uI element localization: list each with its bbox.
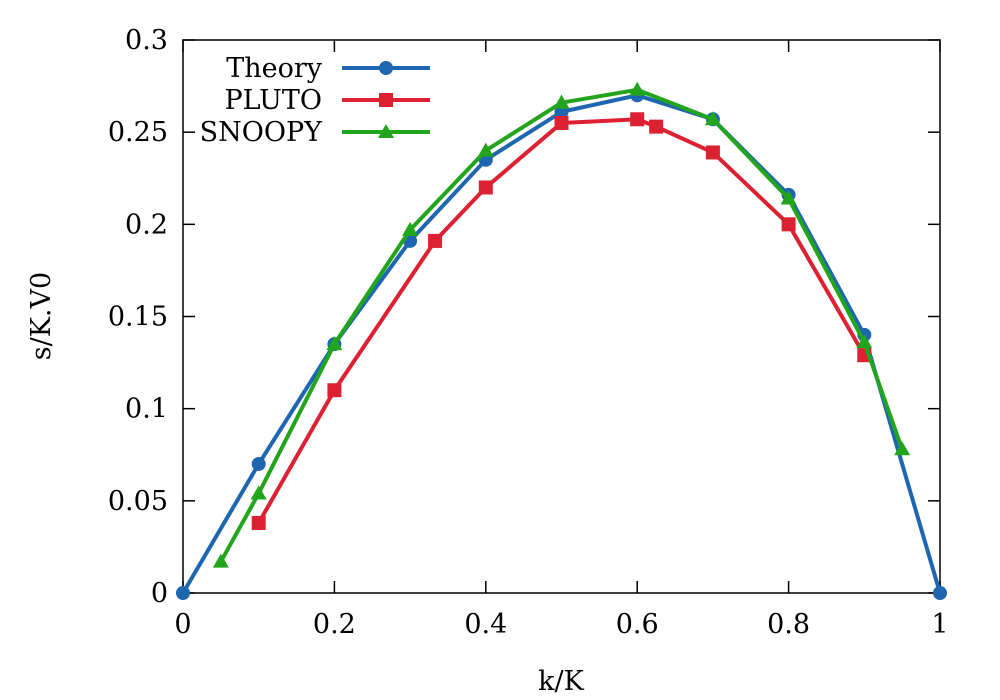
data-point-pluto: [649, 119, 664, 134]
data-point-snoopy: [402, 221, 419, 236]
data-point-pluto: [630, 112, 645, 127]
series-line-snoopy: [219, 87, 905, 563]
legend-label-theory: Theory: [226, 53, 323, 84]
data-point-snoopy: [894, 441, 911, 456]
x-tick-label: 0.4: [464, 609, 507, 640]
series-line-pluto: [256, 117, 867, 524]
y-tick-label: 0.1: [125, 394, 168, 425]
data-point-snoopy: [326, 336, 343, 351]
x-tick-label: 0.8: [767, 609, 810, 640]
y-tick-label: 0.05: [108, 486, 168, 517]
series-pluto: [251, 112, 872, 530]
legend-marker-theory: [379, 61, 393, 75]
legend-marker-pluto: [379, 93, 393, 107]
legend-item-pluto: PLUTO: [224, 85, 430, 116]
series-layer: [176, 81, 947, 600]
data-point-snoopy: [704, 111, 721, 126]
data-point-pluto: [554, 115, 569, 130]
x-tick-label: 0.2: [313, 609, 356, 640]
legend-item-snoopy: SNOOPY: [200, 117, 430, 148]
data-point-pluto: [781, 217, 796, 232]
legend-label-snoopy: SNOOPY: [200, 117, 324, 148]
series-theory: [176, 88, 947, 600]
legend-label-pluto: PLUTO: [224, 85, 322, 116]
x-tick-label: 1: [931, 609, 948, 640]
x-axis-label: k/K: [538, 666, 584, 697]
axis-ticks: 0 0.2 0.4 0.6 0.8 1 0 0.05 0.1 0.15 0.2 0.25 0.3: [108, 25, 949, 640]
data-point-pluto: [251, 515, 266, 530]
x-tick-label: 0.6: [616, 609, 659, 640]
data-point-pluto: [478, 180, 493, 195]
legend-marker-snoopy: [378, 124, 394, 138]
data-point-snoopy: [477, 142, 494, 157]
y-tick-label: 0.3: [125, 25, 168, 56]
x-tick-label: 0: [174, 609, 191, 640]
y-axis-label: s/K.V0: [26, 272, 57, 360]
y-tick-label: 0.25: [108, 117, 168, 148]
data-point-pluto: [327, 383, 342, 398]
y-tick-label: 0.2: [125, 209, 168, 240]
data-point-snoopy: [212, 553, 229, 568]
data-point-pluto: [705, 145, 720, 160]
y-tick-label: 0.15: [108, 302, 168, 333]
data-point-theory: [176, 586, 190, 600]
data-point-snoopy: [780, 190, 797, 205]
data-point-pluto: [428, 233, 443, 248]
series-snoopy: [212, 81, 911, 568]
data-point-snoopy: [553, 94, 570, 109]
data-point-snoopy: [856, 334, 873, 349]
y-tick-label: 0: [151, 578, 168, 609]
data-point-theory: [933, 586, 947, 600]
data-point-theory: [251, 456, 266, 471]
data-point-snoopy: [629, 81, 646, 96]
legend-item-theory: Theory: [226, 53, 430, 84]
data-point-snoopy: [250, 485, 267, 500]
series-line-theory: [181, 93, 942, 595]
